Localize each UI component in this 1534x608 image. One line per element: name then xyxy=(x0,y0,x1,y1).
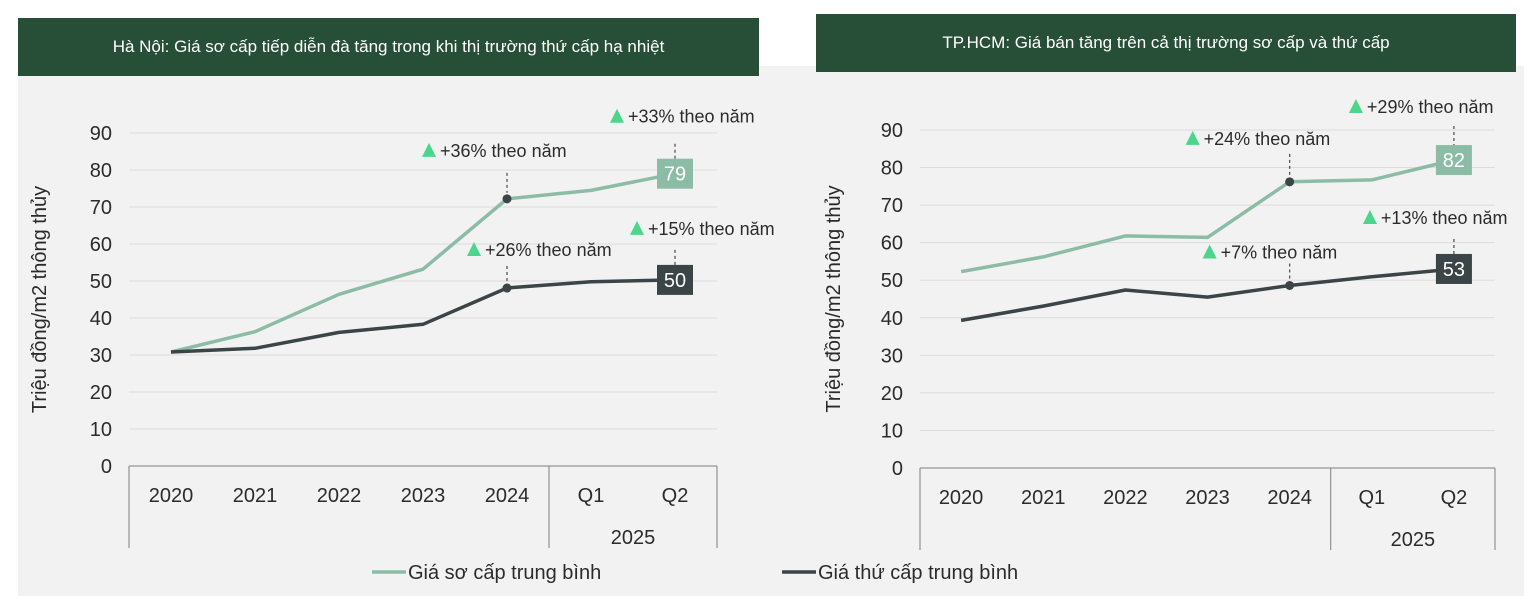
y-tick-label: 90 xyxy=(90,123,112,145)
y-tick-label: 70 xyxy=(90,197,112,219)
x-tick-label: 2020 xyxy=(939,487,984,509)
x-tick-label: 2022 xyxy=(317,485,362,507)
annotation-label: +7% theo năm xyxy=(1221,242,1338,262)
triangle-up-icon xyxy=(1185,130,1200,145)
triangle-up-icon xyxy=(1362,209,1377,224)
triangle-up-icon xyxy=(467,242,481,257)
chart-title-hcm: TP.HCM: Giá bán tăng trên cả thị trường … xyxy=(816,14,1516,72)
triangle-up-icon xyxy=(1348,99,1363,114)
chart-title-hanoi: Hà Nội: Giá sơ cấp tiếp diễn đà tăng tro… xyxy=(18,18,759,76)
triangle-up-icon xyxy=(422,142,436,157)
y-tick-label: 60 xyxy=(90,234,112,256)
x-group-label: 2025 xyxy=(611,527,656,549)
x-tick-label: 2022 xyxy=(1103,487,1148,509)
y-tick-label: 80 xyxy=(90,160,112,182)
y-tick-label: 80 xyxy=(881,158,903,180)
y-tick-label: 30 xyxy=(881,345,903,367)
y-tick-label: 70 xyxy=(881,195,903,217)
end-value-box xyxy=(657,264,693,295)
y-tick-label: 40 xyxy=(881,308,903,330)
annotation-point xyxy=(502,194,512,204)
end-value-box xyxy=(657,158,693,189)
end-value-label: 53 xyxy=(1443,259,1465,281)
x-tick-label: 2024 xyxy=(485,485,530,507)
y-tick-label: 10 xyxy=(881,420,903,442)
y-tick-label: 40 xyxy=(90,308,112,330)
y-tick-label: 30 xyxy=(90,345,112,367)
end-value-label: 79 xyxy=(664,164,686,186)
triangle-up-icon xyxy=(630,220,644,235)
legend-label: Giá sơ cấp trung bình xyxy=(408,562,601,584)
series-line-primary xyxy=(170,171,676,354)
series-line-secondary xyxy=(960,267,1455,323)
annotation-label: +13% theo năm xyxy=(1381,208,1508,228)
annotation-label: +26% theo năm xyxy=(485,240,612,260)
x-tick-label: Q1 xyxy=(1358,487,1385,509)
triangle-up-icon xyxy=(1202,244,1217,259)
end-value-label: 50 xyxy=(664,270,686,292)
y-tick-label: 0 xyxy=(101,456,112,478)
annotation-label: +33% theo năm xyxy=(628,107,755,127)
x-tick-label: 2020 xyxy=(149,485,194,507)
series-line-primary xyxy=(960,158,1455,274)
y-tick-label: 90 xyxy=(881,120,903,142)
x-tick-label: Q1 xyxy=(578,485,605,507)
x-tick-label: 2021 xyxy=(1021,487,1066,509)
y-tick-label: 20 xyxy=(90,382,112,404)
x-tick-label: Q2 xyxy=(1441,487,1468,509)
end-value-box xyxy=(1435,145,1472,176)
x-tick-label: 2023 xyxy=(401,485,446,507)
y-tick-label: 0 xyxy=(892,458,903,480)
x-tick-label: 2024 xyxy=(1267,487,1312,509)
x-tick-label: 2023 xyxy=(1185,487,1230,509)
end-value-box xyxy=(1435,253,1472,284)
series-line-secondary xyxy=(170,278,676,354)
triangle-up-icon xyxy=(610,108,624,123)
x-tick-label: Q2 xyxy=(662,485,689,507)
annotation-label: +24% theo năm xyxy=(1204,129,1331,149)
y-tick-label: 50 xyxy=(881,270,903,292)
y-tick-label: 10 xyxy=(90,419,112,441)
end-value-label: 82 xyxy=(1443,150,1465,172)
annotation-point xyxy=(1285,280,1295,290)
y-tick-label: 60 xyxy=(881,233,903,255)
annotation-label: +36% theo năm xyxy=(440,141,567,161)
annotation-point xyxy=(1285,177,1295,187)
annotation-label: +29% theo năm xyxy=(1367,97,1494,117)
legend-label: Giá thứ cấp trung bình xyxy=(818,562,1018,584)
x-group-label: 2025 xyxy=(1391,529,1436,551)
y-axis-title: Triệu đồng/m2 thông thủy xyxy=(823,185,845,412)
y-tick-label: 20 xyxy=(881,383,903,405)
y-axis-title: Triệu đồng/m2 thông thủy xyxy=(29,186,51,413)
chart-background xyxy=(18,66,1524,596)
y-tick-label: 50 xyxy=(90,271,112,293)
x-tick-label: 2021 xyxy=(233,485,278,507)
annotation-point xyxy=(502,283,512,293)
annotation-label: +15% theo năm xyxy=(648,219,775,239)
